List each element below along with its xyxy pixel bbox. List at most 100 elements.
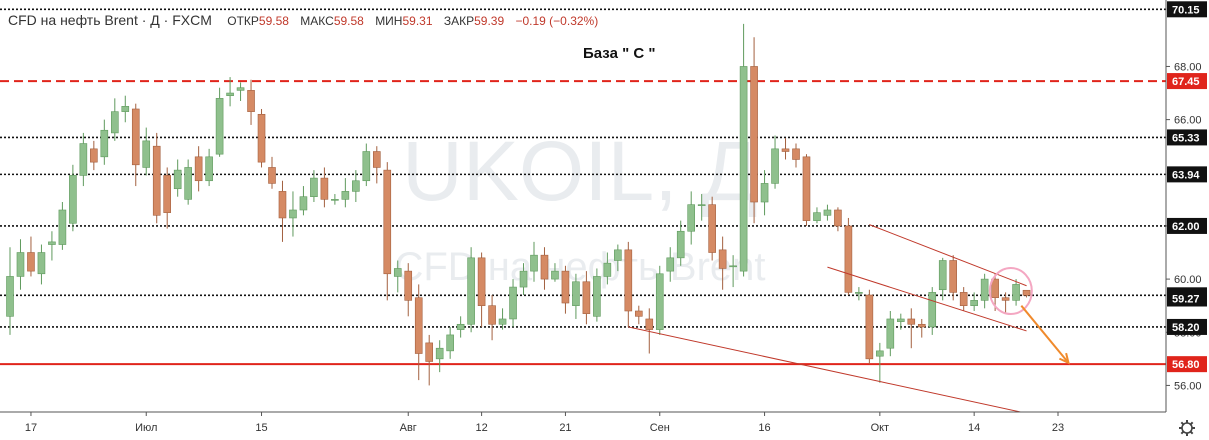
candle-body bbox=[739, 66, 748, 272]
annotation-base-c: База " С " bbox=[583, 45, 655, 62]
candle-body bbox=[593, 276, 601, 317]
channel-line bbox=[628, 326, 1027, 414]
candle-body bbox=[362, 151, 371, 182]
price-badge-label: 63.94 bbox=[1172, 169, 1200, 181]
price-tick-label: 68.00 bbox=[1174, 61, 1202, 73]
price-tick-label: 66.00 bbox=[1174, 115, 1202, 127]
candle-body bbox=[970, 300, 978, 306]
candle-body bbox=[949, 260, 958, 293]
candle-body bbox=[79, 143, 88, 176]
candle-body bbox=[331, 199, 339, 201]
candle-body bbox=[938, 260, 947, 291]
price-badge bbox=[1167, 129, 1207, 146]
channel-lines bbox=[628, 224, 1027, 414]
candle-body bbox=[718, 249, 727, 269]
candle-body bbox=[48, 241, 56, 245]
time-tick-label: Июл bbox=[135, 422, 157, 434]
candle-body bbox=[456, 323, 465, 330]
high-label: МАКС bbox=[300, 14, 334, 28]
candle-body bbox=[498, 318, 507, 325]
candle-body bbox=[446, 334, 454, 352]
candle-body bbox=[268, 167, 276, 184]
level-lines bbox=[0, 8, 1166, 366]
candle-body bbox=[90, 148, 98, 163]
price-badge bbox=[1167, 318, 1207, 335]
candle-body bbox=[802, 156, 811, 221]
candle-body bbox=[121, 106, 130, 112]
time-tick-label: 12 bbox=[475, 422, 487, 434]
candle-body bbox=[69, 175, 77, 224]
candle-body bbox=[404, 270, 413, 301]
candle-body bbox=[163, 175, 171, 213]
candle-body bbox=[205, 156, 213, 182]
price-badge bbox=[1167, 290, 1207, 307]
close-value: 59.39 bbox=[474, 14, 505, 28]
candle-body bbox=[414, 297, 423, 354]
candle-body bbox=[58, 209, 67, 245]
candle-body bbox=[247, 90, 255, 112]
price-badge-label: 59.27 bbox=[1172, 294, 1200, 306]
candle-body bbox=[131, 108, 140, 166]
candle-body bbox=[980, 278, 989, 301]
symbol-title[interactable]: CFD на нефть Brent · Д · FXCM bbox=[8, 12, 212, 28]
candle-body bbox=[372, 151, 381, 168]
candle-body bbox=[708, 204, 716, 253]
candle-body bbox=[917, 323, 926, 328]
candle-body bbox=[572, 281, 580, 306]
candle-body bbox=[257, 113, 266, 163]
price-badge bbox=[1167, 356, 1207, 373]
time-tick-label: Окт bbox=[871, 422, 890, 434]
candle-body bbox=[928, 292, 937, 328]
candle-body bbox=[1012, 284, 1020, 301]
candle-body bbox=[823, 209, 832, 216]
time-tick-label: Сен bbox=[650, 422, 670, 434]
candle-body bbox=[750, 66, 758, 203]
open-value: 59.58 bbox=[258, 14, 289, 28]
candle-body bbox=[781, 148, 790, 152]
candle-body bbox=[226, 92, 234, 96]
candle-body bbox=[561, 270, 570, 304]
time-tick-label: 16 bbox=[758, 422, 770, 434]
candle-body bbox=[289, 209, 297, 219]
gear-icon[interactable] bbox=[1179, 420, 1195, 436]
time-tick-label: 15 bbox=[255, 422, 267, 434]
candle-body bbox=[634, 310, 643, 317]
candle-body bbox=[813, 212, 821, 221]
candle-body bbox=[152, 145, 161, 216]
candle-body bbox=[1022, 289, 1031, 296]
candle-body bbox=[855, 292, 863, 294]
header: CFD на нефть Brent · Д · FXCM ОТКР59.58 … bbox=[8, 12, 598, 28]
candle-body bbox=[834, 209, 842, 227]
candle-body bbox=[876, 350, 884, 357]
price-badge bbox=[1167, 217, 1207, 234]
price-badge-label: 67.45 bbox=[1172, 76, 1200, 88]
candle-body bbox=[173, 169, 182, 190]
candle-body bbox=[760, 183, 769, 203]
watermark-name: CFD на нефть Brent bbox=[394, 245, 765, 289]
candle-body bbox=[16, 252, 25, 277]
candle-body bbox=[477, 257, 486, 306]
candle-body bbox=[676, 230, 685, 259]
channel-line bbox=[827, 266, 1027, 332]
forecast-arrow bbox=[1020, 305, 1070, 364]
candle-body bbox=[551, 270, 559, 280]
candle-body bbox=[215, 98, 224, 155]
price-badge-label: 56.80 bbox=[1172, 359, 1200, 371]
gear-tooth bbox=[1180, 430, 1185, 435]
candle-body bbox=[530, 254, 538, 272]
candle-body bbox=[614, 249, 622, 261]
high-value: 59.58 bbox=[333, 14, 364, 28]
low-value: 59.31 bbox=[402, 14, 433, 28]
candle-body bbox=[697, 204, 706, 206]
candle-body bbox=[519, 270, 528, 288]
price-badge-label: 65.33 bbox=[1172, 132, 1200, 144]
candle-body bbox=[771, 148, 779, 184]
channel-line bbox=[869, 224, 1027, 287]
candle-body bbox=[236, 87, 245, 91]
candle-body bbox=[435, 347, 444, 360]
candle-body bbox=[896, 318, 905, 322]
candle-body bbox=[310, 177, 318, 197]
candle-body bbox=[100, 129, 109, 158]
candle-body bbox=[509, 286, 517, 320]
